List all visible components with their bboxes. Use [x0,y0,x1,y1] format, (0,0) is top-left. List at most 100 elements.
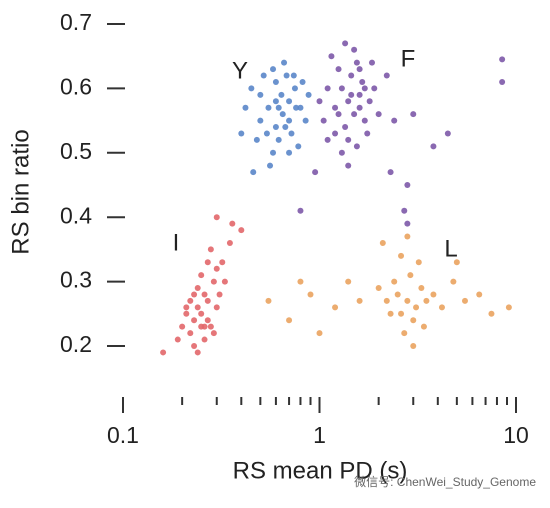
point [332,104,339,111]
point [293,104,300,111]
point [328,53,335,60]
point [279,111,286,118]
point [351,111,358,118]
point [338,149,345,156]
point [410,343,417,349]
point [210,330,217,337]
point [242,104,249,111]
point [364,130,371,137]
point [391,278,398,285]
point [275,104,282,111]
point [444,130,451,137]
point [348,72,355,79]
point [312,169,319,176]
point [438,304,445,311]
point [191,291,198,298]
point [450,278,457,285]
point [398,310,405,317]
point [320,117,327,124]
point [335,66,342,73]
point [278,91,285,98]
point [499,56,506,63]
point [187,330,194,337]
point [345,278,352,285]
point [183,304,190,311]
y-tick-label: 0.2 [60,331,92,357]
point [404,233,411,240]
point [221,278,228,285]
point [213,304,220,311]
point [286,98,293,105]
point [404,220,411,227]
point [207,323,214,330]
point [179,323,186,330]
y-tick-label: 0.6 [60,73,92,99]
point [272,98,279,105]
point [272,78,279,85]
y-tick-label: 0.7 [60,9,92,35]
point [332,304,339,311]
point [430,291,437,298]
point [375,111,382,118]
cluster-label: Y [232,57,248,84]
point [297,207,304,214]
point [260,72,267,79]
point [238,130,245,137]
point [345,98,352,105]
point [361,85,368,92]
point [430,143,437,150]
point [391,117,398,124]
point [404,182,411,188]
point [270,149,277,156]
point [194,349,201,356]
point [201,291,208,298]
point [342,40,349,47]
point [401,330,408,337]
point [229,220,236,227]
point [379,239,386,246]
point [204,317,211,324]
y-tick-label: 0.4 [60,202,92,228]
point [253,136,260,143]
y-tick-label: 0.5 [60,138,92,164]
x-tick-label: 1 [313,422,326,448]
point [418,285,425,292]
point [368,59,375,66]
point [213,265,220,272]
point [335,111,342,118]
cluster-label: F [401,45,416,72]
point [375,285,382,292]
point [338,85,345,92]
point [198,323,205,330]
point [404,297,411,304]
y-tick-label: 0.3 [60,267,92,293]
point [420,323,427,330]
point [213,214,220,221]
point [499,78,506,85]
point [283,72,290,79]
point [305,91,312,98]
point [371,85,378,92]
point [394,291,401,298]
point [210,278,217,285]
x-axis-label: RS mean PD (s) [233,457,408,484]
point [415,259,422,266]
point [387,169,394,176]
point [270,66,277,73]
point [201,336,208,343]
point [198,310,205,317]
point [307,291,314,298]
point [413,304,420,311]
point [226,239,233,246]
point [359,78,366,85]
point [272,124,279,131]
point [297,278,304,285]
point [401,207,408,214]
point [316,330,323,337]
point [291,85,298,92]
point [345,136,352,143]
point [316,98,323,105]
point [219,259,226,266]
point [275,136,282,143]
